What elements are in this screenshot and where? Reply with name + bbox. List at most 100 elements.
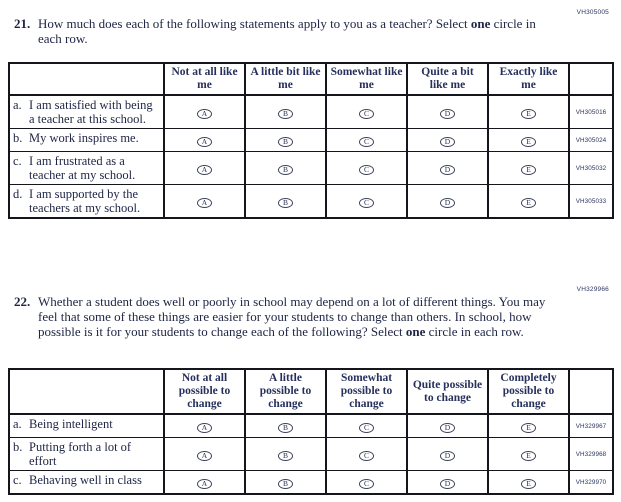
question21-prompt: 21. How much does each of the following … [14,16,558,46]
q22-row-b-statement: b. Putting forth a lot of effort [8,437,165,471]
question22-text-bold: one [405,324,426,339]
q22-header-col5: Completely possible to change [487,368,570,415]
question22-text-post: circle in each row. [425,324,524,339]
q21-row-b-circle-c[interactable]: C [359,136,374,147]
q22-row-b-circle-c[interactable]: C [359,450,374,461]
q21-row-d-label: d. [13,187,23,201]
question21-text-pre: How much does each of the following stat… [38,16,471,31]
q21-row-a-circle-e[interactable]: E [521,108,536,119]
q22-row-c-label: c. [13,473,22,487]
q21-row-c-circle-e[interactable]: E [521,164,536,175]
q22-row-b-label: b. [13,440,23,454]
q21-row-b-statement: b. My work inspires me. [8,128,165,152]
q21-row-b-text: My work inspires me. [29,131,139,145]
q21-row-d-circle-b[interactable]: B [278,197,293,208]
q22-row-a-circle-b[interactable]: B [278,422,293,433]
question21-text-bold: one [470,16,491,31]
question22-prompt: 22. Whether a student does well or poorl… [14,294,558,339]
q22-row-a-circle-a[interactable]: A [197,422,212,433]
q22-row-b-text: Putting forth a lot of effort [29,440,132,468]
q22-row-b-code: VH329968 [568,437,614,471]
q22-row-b-circle-b[interactable]: B [278,450,293,461]
q21-row-d-circle-e[interactable]: E [521,197,536,208]
q21-row-a-circle-c[interactable]: C [359,108,374,119]
q21-header-empty [8,62,165,96]
q22-row-a-circle-e[interactable]: E [521,422,536,433]
question21-text: How much does each of the following stat… [38,16,558,46]
q21-row-c-circle-a[interactable]: A [197,164,212,175]
q22-row-a-circle-d[interactable]: D [440,422,455,433]
q21-header-col3: Somewhat like me [325,62,408,96]
question22-response-table: Not at all possible to change A little p… [8,368,614,495]
q21-row-b-circle-d[interactable]: D [440,136,455,147]
q21-row-a-text: I am satisfied with being a teacher at t… [29,98,153,126]
q21-row-a-circle-a[interactable]: A [197,108,212,119]
q21-header-col1: Not at all like me [163,62,246,96]
q22-row-a-text: Being intelligent [29,417,113,431]
q22-row-c-circle-e[interactable]: E [521,478,536,489]
q21-header-col4: Quite a bit like me [406,62,489,96]
q22-header-empty [8,368,165,415]
q22-row-c-code: VH329970 [568,470,614,495]
q22-row-c-circle-a[interactable]: A [197,478,212,489]
q22-row-c-statement: c. Behaving well in class [8,470,165,495]
q21-row-a-code: VH305016 [568,94,614,129]
q21-row-c-circle-b[interactable]: B [278,164,293,175]
table-row: a. Being intelligent A B C D E VH329967 [8,413,614,438]
q21-row-d-code: VH305033 [568,184,614,219]
q22-row-a-circle-c[interactable]: C [359,422,374,433]
question22-accession-code: VH329966 [576,286,609,293]
q21-row-a-label: a. [13,98,22,112]
q22-row-a-statement: a. Being intelligent [8,413,165,438]
q22-header-col1: Not at all possible to change [163,368,246,415]
q22-row-b-circle-d[interactable]: D [440,450,455,461]
table-row: d. I am supported by the teachers at my s… [8,184,614,219]
q21-row-c-label: c. [13,154,22,168]
question22-text-pre: Whether a student does well or poorly in… [38,294,546,339]
q22-header-col4: Quite possible to change [406,368,489,415]
q21-row-b-code: VH305024 [568,128,614,152]
q21-row-b-circle-a[interactable]: A [197,136,212,147]
q21-row-c-code: VH305032 [568,151,614,185]
q21-row-c-circle-c[interactable]: C [359,164,374,175]
question22-header-row: Not at all possible to change A little p… [8,368,614,415]
question21-header-row: Not at all like me A little bit like me … [8,62,614,96]
q21-header-col5: Exactly like me [487,62,570,96]
q21-header-code-empty [568,62,614,96]
q22-row-b-circle-a[interactable]: A [197,450,212,461]
table-row: b. My work inspires me. A B C D E VH30502… [8,128,614,152]
q21-row-d-circle-d[interactable]: D [440,197,455,208]
table-row: b. Putting forth a lot of effort A B C D … [8,437,614,471]
q21-row-d-text: I am supported by the teachers at my sch… [29,187,141,215]
q21-row-c-circle-d[interactable]: D [440,164,455,175]
q22-row-b-circle-e[interactable]: E [521,450,536,461]
q22-row-a-label: a. [13,417,22,431]
q22-row-a-code: VH329967 [568,413,614,438]
table-row: a. I am satisfied with being a teacher at… [8,94,614,129]
q21-row-d-statement: d. I am supported by the teachers at my s… [8,184,165,219]
q22-header-col2: A little possible to change [244,368,327,415]
q21-row-d-circle-a[interactable]: A [197,197,212,208]
q21-row-b-label: b. [13,131,23,145]
q22-header-code-empty [568,368,614,415]
q21-row-a-circle-b[interactable]: B [278,108,293,119]
q22-row-c-circle-c[interactable]: C [359,478,374,489]
question21-accession-code: VH305005 [576,9,609,16]
table-row: c. I am frustrated as a teacher at my sch… [8,151,614,185]
q21-row-a-circle-d[interactable]: D [440,108,455,119]
question21-response-table: Not at all like me A little bit like me … [8,62,614,219]
q21-row-c-statement: c. I am frustrated as a teacher at my sch… [8,151,165,185]
question21-number: 21. [14,16,31,31]
q22-row-c-circle-d[interactable]: D [440,478,455,489]
question22-text: Whether a student does well or poorly in… [38,294,558,339]
question22-number: 22. [14,294,31,309]
q21-header-col2: A little bit like me [244,62,327,96]
q21-row-d-circle-c[interactable]: C [359,197,374,208]
q21-row-b-circle-b[interactable]: B [278,136,293,147]
q22-row-c-text: Behaving well in class [29,473,142,487]
q21-row-b-circle-e[interactable]: E [521,136,536,147]
question21-text-post: circle in each row. [38,16,536,46]
q22-header-col3: Somewhat possible to change [325,368,408,415]
q22-row-c-circle-b[interactable]: B [278,478,293,489]
